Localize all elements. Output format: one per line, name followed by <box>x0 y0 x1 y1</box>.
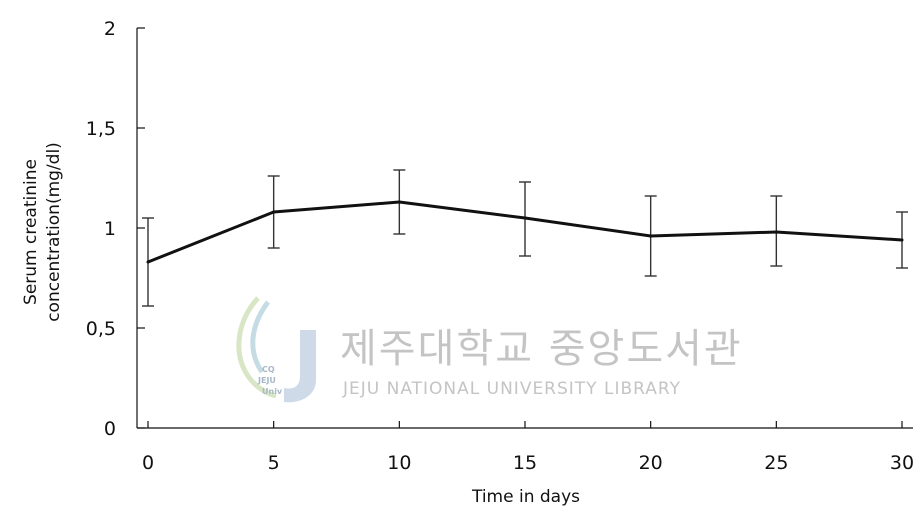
watermark-logo-text-1: CQ <box>262 365 275 374</box>
y-tick-label: 2 <box>104 18 116 40</box>
x-tick-label: 15 <box>513 452 537 474</box>
y-tick-label: 1 <box>104 218 116 240</box>
y-tick-label: 1,5 <box>86 118 116 140</box>
watermark-logo-text-3: Univ <box>262 387 283 396</box>
data-point <box>397 200 401 204</box>
x-tick-label: 30 <box>890 452 914 474</box>
x-tick-label: 5 <box>268 452 280 474</box>
x-tick-label: 0 <box>142 452 154 474</box>
watermark-korean-text: 제주대학교 중앙도서관 <box>340 326 743 372</box>
data-point <box>523 216 527 220</box>
x-axis-title: Time in days <box>471 487 580 506</box>
data-point <box>146 260 150 264</box>
watermark: CQ JEJU Univ 제주대학교 중앙도서관 JEJU NATIONAL U… <box>236 296 743 403</box>
watermark-english-text: JEJU NATIONAL UNIVERSITY LIBRARY <box>342 379 681 399</box>
x-tick-label: 20 <box>639 452 663 474</box>
plot-area <box>142 169 908 307</box>
x-tick-label: 10 <box>387 452 411 474</box>
watermark-logo-text-2: JEJU <box>257 376 276 385</box>
data-point <box>774 230 778 234</box>
y-ticks: 0 0,5 1 1,5 2 <box>86 18 145 440</box>
y-axis-title-line-1: Serum creatinine <box>21 159 41 305</box>
x-ticks: 0 5 10 15 20 25 30 <box>142 421 914 474</box>
library-logo-icon: CQ JEJU Univ <box>236 296 316 403</box>
y-axis-title-line-2: concentration(mg/dl) <box>44 142 64 322</box>
y-tick-label: 0,5 <box>86 318 116 340</box>
x-tick-label: 25 <box>764 452 788 474</box>
y-tick-label: 0 <box>104 418 116 440</box>
data-point <box>900 238 904 242</box>
data-point <box>272 210 276 214</box>
data-point <box>649 234 653 238</box>
